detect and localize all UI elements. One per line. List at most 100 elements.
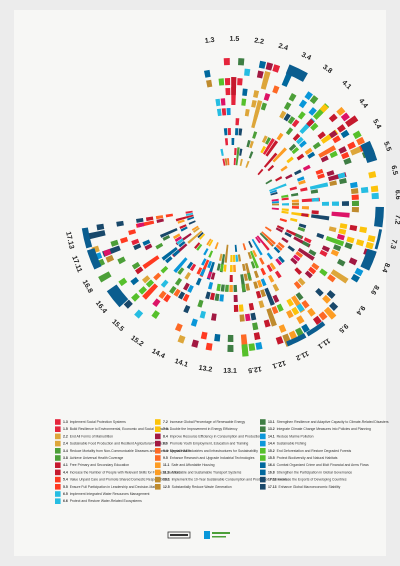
logo-mark — [204, 531, 210, 539]
segment — [195, 277, 202, 286]
legend-description: Implement the 10-Year Sustainable Consum… — [172, 477, 288, 481]
legend-description: Strengthen Resilience and Adaptive Capac… — [277, 420, 389, 424]
segment — [210, 313, 217, 321]
segment — [223, 58, 230, 66]
segment — [130, 276, 140, 286]
legend-icon — [55, 433, 61, 440]
legend-entry: 12.1 Implement the 10-Year Sustainable Co… — [163, 477, 287, 481]
segment — [131, 238, 140, 246]
outer-band — [81, 227, 93, 249]
spoke-label: 12.5 — [247, 365, 262, 374]
segment — [237, 254, 242, 262]
segment — [155, 242, 164, 250]
segment — [291, 199, 299, 203]
segment — [371, 192, 379, 200]
segment — [340, 151, 350, 160]
segment — [367, 234, 376, 243]
segment — [252, 249, 258, 258]
segment — [291, 205, 299, 209]
segment — [253, 270, 260, 279]
legend-icon — [55, 419, 61, 425]
spoke-label: 17.13 — [64, 231, 75, 250]
segment — [250, 312, 257, 321]
segment — [265, 179, 273, 185]
segment — [278, 324, 287, 333]
segment — [298, 179, 306, 185]
legend-icon — [260, 462, 266, 468]
legend-icon — [155, 433, 161, 440]
segment — [242, 88, 248, 96]
segment — [281, 194, 289, 198]
spoke-label: 1.5 — [230, 36, 240, 43]
segment — [172, 249, 181, 257]
legend-description: Increase Global Percentage of Renewable … — [170, 420, 246, 424]
segment — [187, 230, 203, 244]
segment — [309, 95, 319, 105]
legend-description: Achieve Universal Health Coverage — [70, 456, 124, 460]
segment — [260, 278, 267, 287]
segment — [177, 291, 186, 300]
legend-icon — [155, 448, 161, 454]
segment — [216, 263, 221, 271]
legend-entry: 14.1 Reduce Marine Pollution — [268, 434, 314, 438]
segment — [318, 311, 328, 321]
legend-icon — [260, 433, 266, 440]
legend-entry: 9.5 Enhance Research and Upgrade Industri… — [163, 456, 255, 460]
segment — [110, 239, 119, 247]
segment — [251, 238, 263, 256]
legend-entry: 13.1 Strengthen Resilience and Adaptive C… — [268, 420, 389, 424]
segment — [249, 250, 260, 269]
segment — [259, 257, 265, 265]
segment — [253, 281, 259, 289]
segment — [351, 206, 359, 213]
segment — [336, 258, 346, 267]
legend-code: 1.3 — [63, 420, 68, 424]
legend-code: 13.2 — [268, 427, 275, 431]
segment — [215, 98, 221, 107]
segment — [96, 223, 105, 231]
segment — [201, 258, 207, 266]
segment — [142, 255, 160, 270]
segment — [319, 103, 329, 113]
segment — [272, 147, 287, 163]
segment — [227, 344, 234, 352]
segment — [118, 277, 128, 287]
segment — [177, 335, 186, 344]
segment — [187, 284, 194, 293]
legend-entry: 12.5 Substantially Reduce Waste Generatio… — [163, 485, 232, 489]
segment — [233, 304, 239, 312]
segment — [203, 248, 209, 256]
segment — [174, 323, 183, 332]
legend-entry: 4.4 Increase the Number of People with Re… — [63, 470, 180, 474]
legend-icon — [55, 484, 61, 490]
segment — [142, 239, 151, 246]
segment — [120, 236, 129, 244]
legend-code: 3.8 — [63, 456, 68, 460]
segment — [256, 279, 263, 288]
segment — [275, 336, 284, 345]
segment — [244, 108, 250, 117]
segment — [247, 272, 252, 281]
segment — [309, 182, 329, 190]
outer-band — [285, 64, 308, 82]
segment — [239, 314, 245, 322]
segment — [288, 143, 297, 152]
segment — [266, 239, 274, 247]
segment — [210, 272, 216, 280]
segment — [252, 131, 258, 139]
segment — [262, 243, 270, 250]
legend-code: 6.6 — [63, 499, 68, 503]
segment — [296, 176, 305, 182]
segment — [292, 254, 301, 262]
segment — [158, 290, 167, 300]
segment — [269, 262, 276, 270]
segment — [220, 148, 224, 157]
segment — [165, 213, 174, 218]
segment — [197, 299, 204, 308]
legend-icon — [55, 440, 61, 447]
segment — [323, 306, 337, 320]
segment — [131, 292, 140, 302]
segment — [173, 288, 181, 297]
segment — [266, 308, 277, 327]
